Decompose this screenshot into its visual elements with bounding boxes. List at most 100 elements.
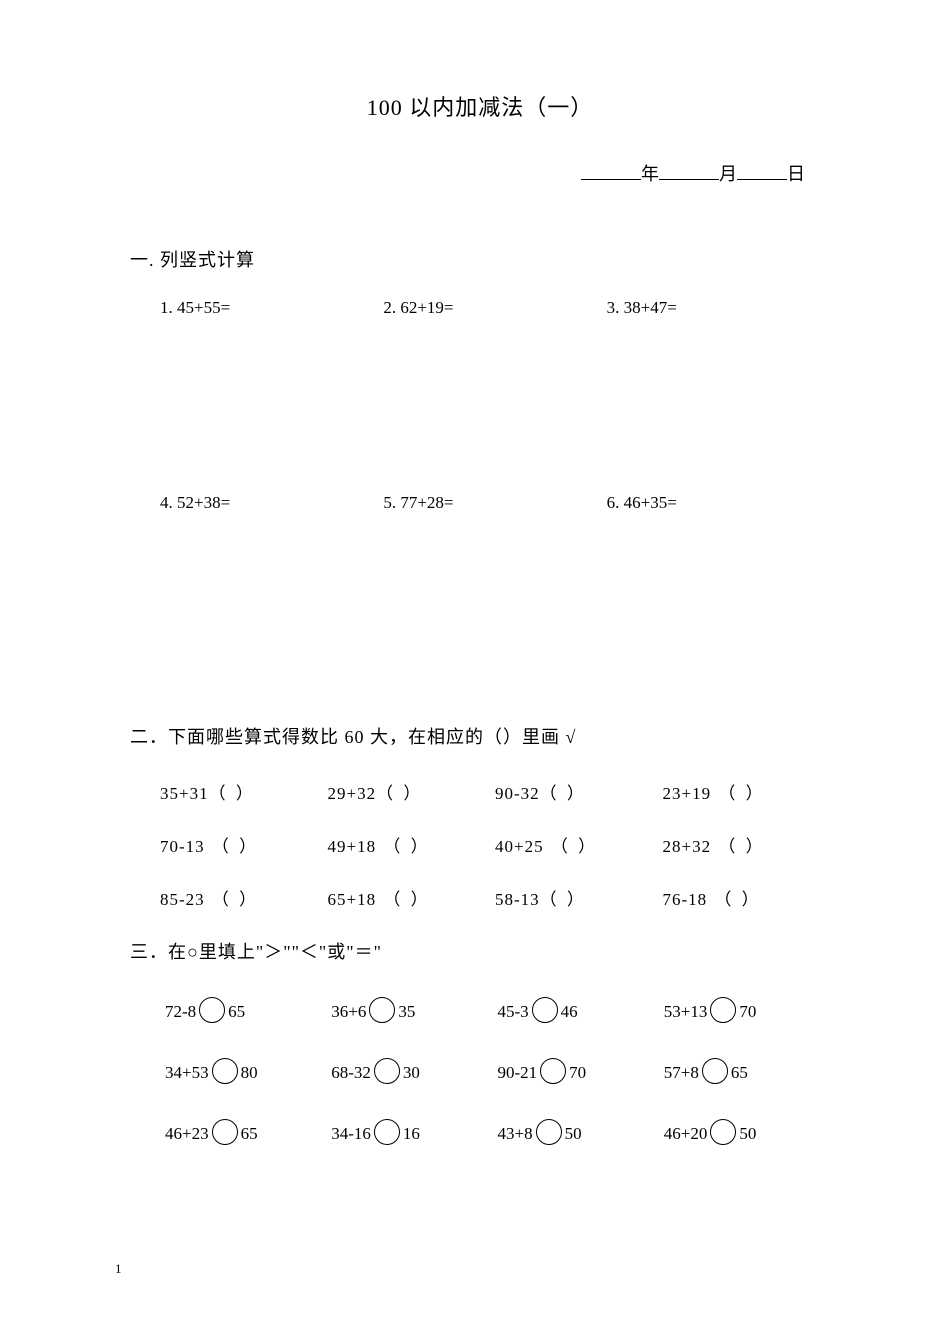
compare-item: 72-8 65	[165, 999, 331, 1025]
problem-1: 1. 45+55=	[160, 298, 383, 318]
compare-row-2: 34+5380 68-32 30 90-2170 57+8 65	[130, 1060, 830, 1086]
compare-left: 90-21	[498, 1063, 538, 1083]
check-row-1: 35+31（ ） 29+32（ ） 90-32（ ） 23+19 （ ）	[130, 779, 830, 804]
problem-5: 5. 77+28=	[383, 493, 606, 513]
paren-blank[interactable]: （ ）	[540, 784, 587, 803]
paren-blank[interactable]: （ ）	[209, 784, 256, 803]
compare-right: 65	[241, 1124, 258, 1144]
circle-blank[interactable]	[374, 1119, 400, 1145]
check-expr: 23+19	[663, 784, 712, 803]
section2-heading: 二．下面哪些算式得数比 60 大，在相应的（）里画 √	[130, 723, 830, 749]
circle-blank[interactable]	[536, 1119, 562, 1145]
circle-blank[interactable]	[212, 1058, 238, 1084]
page-number: 1	[115, 1261, 122, 1277]
check-expr: 65+18	[328, 890, 377, 909]
compare-item: 57+8 65	[664, 1060, 830, 1086]
problems-row-2: 4. 52+38= 5. 77+28= 6. 46+35=	[130, 493, 830, 513]
check-item: 65+18 （ ）	[328, 885, 496, 910]
compare-right: 50	[739, 1124, 756, 1144]
compare-item: 34+5380	[165, 1060, 331, 1086]
compare-left: 68-32	[331, 1063, 371, 1083]
compare-left: 43+8	[498, 1124, 533, 1144]
check-item: 76-18 （ ）	[663, 885, 831, 910]
paren-blank[interactable]: （ ）	[540, 890, 587, 909]
paren-blank[interactable]: （ ）	[544, 837, 599, 856]
check-expr: 40+25	[495, 837, 544, 856]
section1-heading: 一. 列竖式计算	[130, 246, 830, 272]
compare-right: 16	[403, 1124, 420, 1144]
check-expr: 90-32	[495, 784, 540, 803]
compare-item: 45-3 46	[498, 999, 664, 1025]
year-blank[interactable]	[581, 162, 641, 180]
circle-blank[interactable]	[374, 1058, 400, 1084]
compare-left: 72-8	[165, 1002, 196, 1022]
check-item: 70-13 （ ）	[160, 832, 328, 857]
check-expr: 29+32	[328, 784, 377, 803]
day-label: 日	[787, 164, 805, 184]
check-item: 90-32（ ）	[495, 779, 663, 804]
day-blank[interactable]	[737, 162, 787, 180]
check-expr: 49+18	[328, 837, 377, 856]
check-row-3: 85-23 （ ） 65+18 （ ） 58-13（ ） 76-18 （ ）	[130, 885, 830, 910]
compare-item: 46+23 65	[165, 1121, 331, 1147]
compare-item: 90-2170	[498, 1060, 664, 1086]
compare-item: 46+20 50	[664, 1121, 830, 1147]
circle-blank[interactable]	[532, 997, 558, 1023]
compare-left: 46+23	[165, 1124, 209, 1144]
paren-blank[interactable]: （ ）	[205, 837, 260, 856]
compare-left: 34+53	[165, 1063, 209, 1083]
compare-item: 53+13 70	[664, 999, 830, 1025]
compare-row-1: 72-8 65 36+6 35 45-3 46 53+13 70	[130, 999, 830, 1025]
problem-4: 4. 52+38=	[160, 493, 383, 513]
circle-blank[interactable]	[369, 997, 395, 1023]
problem-6: 6. 46+35=	[607, 493, 830, 513]
check-expr: 85-23	[160, 890, 205, 909]
check-item: 58-13（ ）	[495, 885, 663, 910]
compare-left: 36+6	[331, 1002, 366, 1022]
compare-item: 34-16 16	[331, 1121, 497, 1147]
check-item: 23+19 （ ）	[663, 779, 831, 804]
worksheet-title: 100 以内加减法（一）	[130, 90, 830, 122]
check-item: 29+32（ ）	[328, 779, 496, 804]
paren-blank[interactable]: （ ）	[707, 890, 762, 909]
compare-right: 65	[228, 1002, 245, 1022]
check-row-2: 70-13 （ ） 49+18 （ ） 40+25 （ ） 28+32 （ ）	[130, 832, 830, 857]
paren-blank[interactable]: （ ）	[205, 890, 260, 909]
paren-blank[interactable]: （ ）	[711, 784, 766, 803]
year-label: 年	[641, 164, 659, 184]
compare-item: 68-32 30	[331, 1060, 497, 1086]
check-expr: 58-13	[495, 890, 540, 909]
compare-right: 46	[561, 1002, 578, 1022]
problems-row-1: 1. 45+55= 2. 62+19= 3. 38+47=	[130, 298, 830, 318]
circle-blank[interactable]	[710, 1119, 736, 1145]
compare-right: 65	[731, 1063, 748, 1083]
compare-left: 34-16	[331, 1124, 371, 1144]
paren-blank[interactable]: （ ）	[711, 837, 766, 856]
month-blank[interactable]	[659, 162, 719, 180]
compare-right: 70	[739, 1002, 756, 1022]
check-item: 40+25 （ ）	[495, 832, 663, 857]
check-expr: 28+32	[663, 837, 712, 856]
check-expr: 70-13	[160, 837, 205, 856]
compare-left: 57+8	[664, 1063, 699, 1083]
compare-left: 53+13	[664, 1002, 708, 1022]
compare-right: 30	[403, 1063, 420, 1083]
check-expr: 76-18	[663, 890, 708, 909]
check-expr: 35+31	[160, 784, 209, 803]
compare-left: 45-3	[498, 1002, 529, 1022]
paren-blank[interactable]: （ ）	[376, 890, 431, 909]
problem-2: 2. 62+19=	[383, 298, 606, 318]
paren-blank[interactable]: （ ）	[376, 784, 423, 803]
compare-right: 50	[565, 1124, 582, 1144]
circle-blank[interactable]	[702, 1058, 728, 1084]
circle-blank[interactable]	[212, 1119, 238, 1145]
circle-blank[interactable]	[540, 1058, 566, 1084]
check-item: 49+18 （ ）	[328, 832, 496, 857]
paren-blank[interactable]: （ ）	[376, 837, 431, 856]
compare-item: 43+8 50	[498, 1121, 664, 1147]
circle-blank[interactable]	[199, 997, 225, 1023]
section3-heading: 三．在○里填上"＞""＜"或"＝"	[130, 938, 830, 964]
circle-blank[interactable]	[710, 997, 736, 1023]
compare-right: 35	[398, 1002, 415, 1022]
check-item: 28+32 （ ）	[663, 832, 831, 857]
